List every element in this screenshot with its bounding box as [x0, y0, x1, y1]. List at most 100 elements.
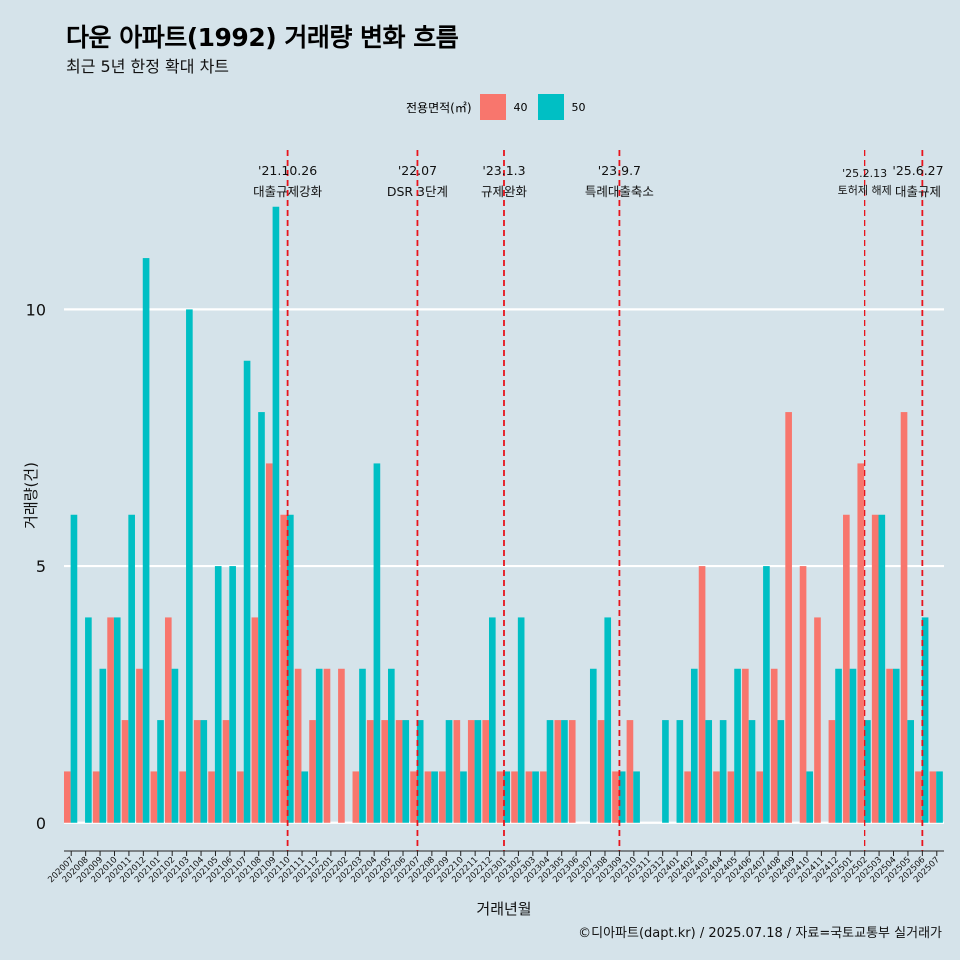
bar-40-202103 — [179, 771, 187, 823]
bar-50-202206 — [402, 720, 410, 823]
bar-50-202104 — [200, 720, 208, 823]
bar-50-202010 — [113, 617, 121, 823]
bar-50-202011 — [128, 514, 135, 823]
legend-label-40: 40 — [513, 100, 528, 114]
bar-50-202301 — [503, 771, 511, 823]
bar-50-202410 — [806, 771, 814, 823]
bar-50-202503 — [878, 514, 886, 823]
bar-50-202307 — [589, 668, 597, 823]
bar-50-202108 — [258, 412, 265, 823]
bar-50-202405 — [734, 668, 741, 823]
y-tick-label: 5 — [36, 557, 46, 576]
bar-50-202102 — [171, 668, 179, 823]
event-date: '25.6.27 — [892, 163, 943, 178]
bar-50-202007 — [70, 514, 78, 823]
legend-label-50: 50 — [571, 100, 586, 114]
bar-50-202404 — [719, 720, 727, 823]
bar-40-202110 — [280, 514, 288, 823]
bar-40-202403 — [698, 566, 706, 823]
bar-50-202302 — [517, 617, 525, 823]
bar-40-202209 — [439, 771, 446, 823]
bar-40-202302 — [511, 771, 518, 823]
bar-50-202106 — [229, 566, 236, 823]
event-label: 토허제 해제 — [838, 183, 892, 197]
bar-40-202211 — [467, 720, 475, 823]
bar-50-202105 — [214, 566, 222, 823]
bar-40-202502 — [857, 463, 865, 823]
bar-50-202408 — [777, 720, 785, 823]
bar-40-202112 — [309, 720, 316, 823]
bar-40-202102 — [164, 617, 172, 823]
legend-swatch-50 — [537, 94, 564, 120]
bar-40-202304 — [540, 771, 547, 823]
bar-50-202212 — [488, 617, 496, 823]
bar-50-202203 — [359, 668, 366, 823]
bar-40-202504 — [886, 668, 893, 823]
bar-40-202210 — [453, 720, 461, 823]
bar-40-202206 — [395, 720, 403, 823]
bar-50-202312 — [662, 720, 669, 823]
bar-50-202505 — [907, 720, 914, 823]
bar-50-202309 — [618, 771, 626, 823]
bar-50-202110 — [287, 514, 294, 823]
bar-40-202503 — [871, 514, 879, 823]
bar-40-202012 — [136, 668, 143, 823]
bar-40-202501 — [843, 514, 850, 823]
bar-50-202304 — [546, 720, 554, 823]
bar-40-202212 — [482, 720, 489, 823]
bar-50-202403 — [705, 720, 713, 823]
bar-40-202408 — [770, 668, 778, 823]
bar-40-202507 — [929, 771, 937, 823]
bar-40-202207 — [410, 771, 417, 823]
bar-50-202303 — [532, 771, 539, 823]
bar-40-202009 — [92, 771, 100, 823]
bar-50-202406 — [748, 720, 756, 823]
bar-40-202208 — [424, 771, 432, 823]
legend-title: 전용면적(㎡) — [406, 100, 472, 115]
bar-40-202202 — [338, 668, 345, 823]
bar-40-202007 — [64, 771, 71, 823]
bar-50-202111 — [301, 771, 309, 823]
bar-40-202101 — [150, 771, 158, 823]
chart-title: 다운 아파트(1992) 거래량 변화 흐름 — [66, 23, 459, 52]
bar-40-202205 — [381, 720, 389, 823]
bar-40-202402 — [684, 771, 691, 823]
bar-40-202404 — [713, 771, 720, 823]
bar-40-202107 — [237, 771, 244, 823]
bar-40-202104 — [193, 720, 201, 823]
bar-40-202010 — [107, 617, 114, 823]
legend-swatch-40 — [479, 94, 506, 120]
bar-40-202411 — [814, 617, 821, 823]
chart-subtitle: 최근 5년 한정 확대 차트 — [66, 57, 230, 76]
bar-40-202303 — [525, 771, 533, 823]
bar-40-202108 — [251, 617, 259, 823]
bar-50-202009 — [99, 668, 107, 823]
bar-40-202011 — [121, 720, 129, 823]
bar-40-202309 — [612, 771, 619, 823]
event-label: DSR 3단계 — [387, 184, 448, 199]
bar-40-202506 — [915, 771, 922, 823]
bar-50-202412 — [835, 668, 842, 823]
bar-50-202211 — [474, 720, 482, 823]
bar-50-202207 — [416, 720, 424, 823]
caption: ©디아파트(dapt.kr) / 2025.07.18 / 자료=국토교통부 실… — [578, 926, 942, 941]
bar-50-202501 — [849, 668, 857, 823]
bar-50-202012 — [142, 258, 150, 823]
event-date: '21.10.26 — [258, 163, 317, 178]
bar-40-202106 — [222, 720, 230, 823]
bar-40-202310 — [626, 720, 634, 823]
event-date: '25.2.13 — [842, 167, 887, 180]
bar-40-202203 — [352, 771, 360, 823]
bar-40-202109 — [265, 463, 273, 823]
bar-50-202507 — [936, 771, 943, 823]
y-tick-label: 10 — [26, 300, 46, 319]
bar-50-202407 — [763, 566, 770, 823]
bar-40-202111 — [294, 668, 302, 823]
bar-40-202409 — [785, 412, 792, 823]
bar-40-202204 — [366, 720, 374, 823]
event-date: '23.1.3 — [482, 163, 525, 178]
bar-50-202204 — [373, 463, 381, 823]
bar-40-202505 — [900, 412, 908, 823]
y-axis-title: 거래량(건) — [22, 462, 40, 529]
